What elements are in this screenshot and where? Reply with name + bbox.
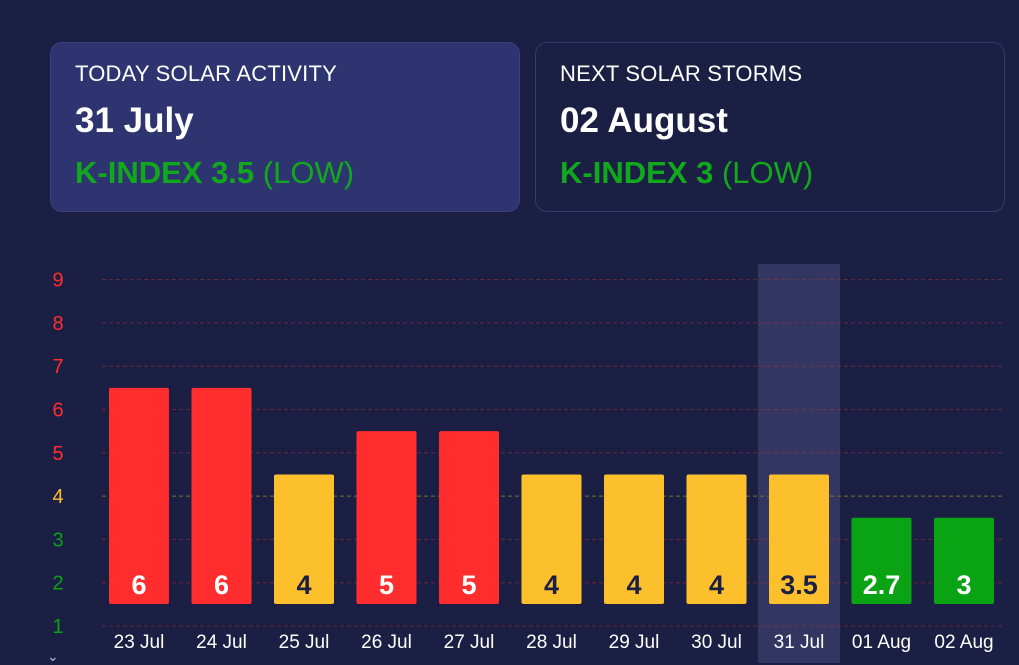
today-kindex-value: K-INDEX 3.5 [75, 155, 255, 190]
y-tick-label-7: 7 [52, 356, 63, 378]
x-tick-label: 24 Jul [196, 632, 247, 653]
bar-24-jul [191, 387, 252, 604]
today-card-kindex: K-INDEX 3.5 (LOW) [75, 155, 495, 191]
bar-value-label: 3.5 [780, 570, 818, 600]
bar-02-aug [934, 517, 994, 604]
y-tick-label-6: 6 [52, 400, 63, 422]
today-kindex-level: (LOW) [262, 155, 355, 190]
x-tick-label: 27 Jul [444, 632, 495, 653]
bar-27-jul [439, 431, 499, 604]
bar-23-jul [109, 387, 169, 604]
x-tick-label: 23 Jul [114, 632, 165, 653]
bar-29-jul [604, 474, 664, 604]
y-tick-label-1: 1 [52, 616, 63, 638]
next-card-heading: NEXT SOLAR STORMS [560, 61, 803, 86]
x-tick-label: 29 Jul [609, 632, 660, 653]
bar-value-label: 6 [214, 570, 229, 600]
today-card-heading: TODAY SOLAR ACTIVITY [75, 61, 337, 86]
bar-01-aug [851, 517, 912, 604]
y-tick-label-9: 9 [52, 270, 63, 292]
x-tick-label: 25 Jul [279, 632, 330, 653]
y-tick-label-3: 3 [52, 529, 63, 551]
bar-value-label: 6 [131, 570, 146, 600]
bar-value-label: 4 [709, 570, 724, 600]
x-tick-label: 30 Jul [691, 632, 742, 653]
x-tick-label: 02 Aug [934, 632, 993, 653]
today-solar-card: TODAY SOLAR ACTIVITY 31 July K-INDEX 3.5… [50, 42, 520, 212]
bar-30-jul [686, 474, 747, 604]
y-tick-label-8: 8 [52, 313, 63, 335]
y-tick-label-4: 4 [52, 486, 63, 508]
x-tick-label: 31 Jul [774, 632, 825, 653]
x-tick-label: 01 Aug [852, 632, 911, 653]
bar-value-label: 5 [461, 570, 476, 600]
bar-value-label: 5 [379, 570, 394, 600]
next-card-kindex: K-INDEX 3 (LOW) [560, 155, 980, 191]
bar-25-jul [274, 474, 334, 604]
bar-31-jul [769, 474, 829, 604]
bar-28-jul [521, 474, 582, 604]
x-tick-label: 26 Jul [361, 632, 412, 653]
bar-value-label: 4 [296, 570, 311, 600]
bar-value-label: 3 [956, 570, 971, 600]
bar-26-jul [356, 431, 417, 604]
next-kindex-level: (LOW) [721, 155, 814, 190]
y-tick-label-2: 2 [52, 573, 63, 595]
next-storms-card: NEXT SOLAR STORMS 02 August K-INDEX 3 (L… [535, 42, 1005, 212]
bar-value-label: 2.7 [863, 570, 901, 600]
today-card-date: 31 July [75, 101, 194, 140]
y-tick-label-5: 5 [52, 443, 63, 465]
bar-value-label: 4 [626, 570, 641, 600]
bar-value-label: 4 [544, 570, 559, 600]
next-card-date: 02 August [560, 101, 728, 140]
x-tick-label: 28 Jul [526, 632, 577, 653]
next-kindex-value: K-INDEX 3 [560, 155, 714, 190]
chevron-down-icon[interactable]: ⌄ [47, 648, 59, 664]
